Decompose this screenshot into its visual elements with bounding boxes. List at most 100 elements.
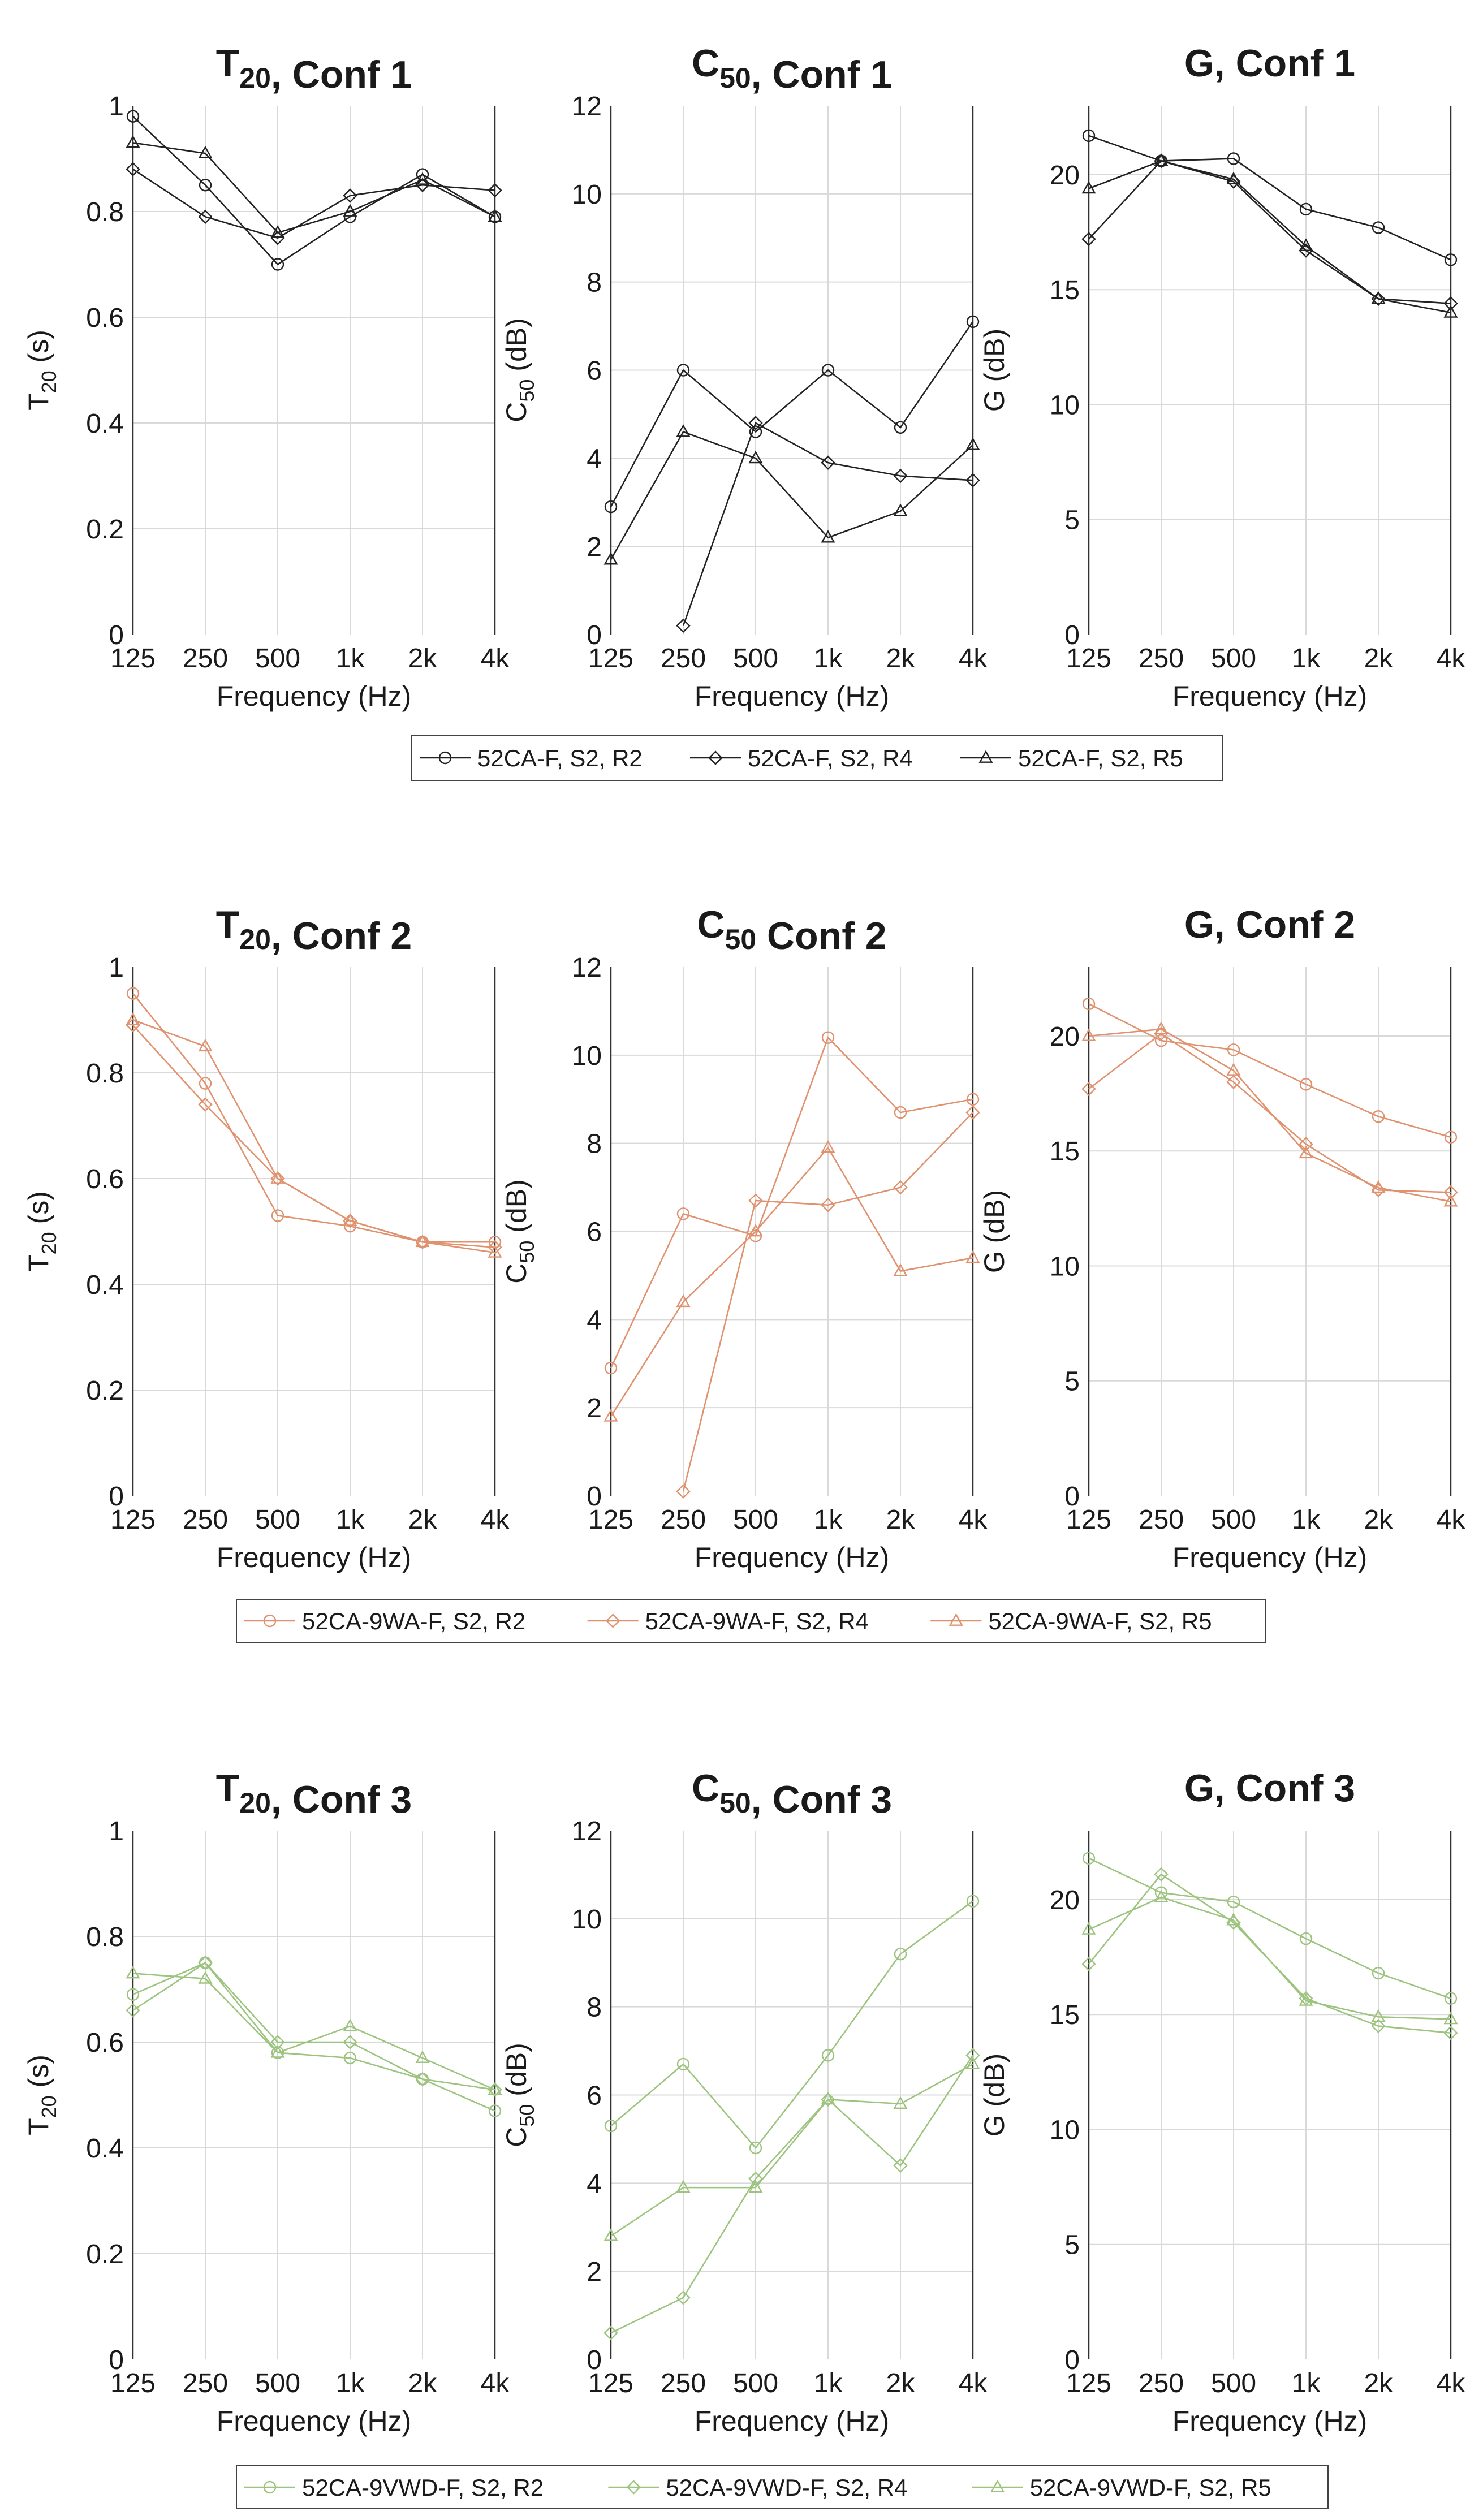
data-point xyxy=(126,1012,140,1025)
y-tick-label: 4 xyxy=(587,1305,602,1335)
data-point xyxy=(1081,1028,1096,1041)
y-tick-label: 0.6 xyxy=(86,303,124,333)
series-line xyxy=(132,1962,495,2112)
series-3 xyxy=(1081,153,1458,318)
legend-marker xyxy=(438,751,452,765)
data-point xyxy=(488,209,502,222)
chart-title: C50, Conf 3 xyxy=(692,1767,892,1821)
series-line xyxy=(132,169,495,239)
y-tick-label: 6 xyxy=(587,356,602,386)
y-tick-label: 0 xyxy=(1064,1482,1080,1512)
data-point xyxy=(198,1097,213,1112)
series-3 xyxy=(603,424,980,565)
data-point xyxy=(821,1198,835,1212)
legend-marker xyxy=(263,1614,277,1628)
data-point xyxy=(1081,1957,1096,1971)
data-point xyxy=(1154,1867,1169,1882)
data-point xyxy=(126,1018,140,1033)
y-tick-label: 4 xyxy=(587,444,602,474)
x-tick-label: 250 xyxy=(183,2368,228,2398)
data-point xyxy=(126,162,140,176)
data-point xyxy=(1299,1078,1313,1091)
chart-2: 0 2 4 6 8 10 12 125 250 500 1k 2k 4k Frequency (Hz) C5… xyxy=(501,42,988,712)
series-3 xyxy=(603,1140,980,1422)
x-tick-label: 500 xyxy=(733,1505,778,1535)
y-tick-label: 0 xyxy=(587,2345,602,2375)
data-point xyxy=(1443,1185,1458,1200)
data-point xyxy=(488,183,502,198)
data-point xyxy=(748,2171,763,2186)
data-point xyxy=(676,2290,691,2305)
y-tick-label: 15 xyxy=(1050,1137,1080,1167)
data-point xyxy=(603,2228,618,2241)
y-tick-label: 15 xyxy=(1050,2000,1080,2030)
x-tick-label: 250 xyxy=(1139,2368,1184,2398)
y-tick-label: 5 xyxy=(1064,2230,1080,2260)
series-1 xyxy=(604,315,980,514)
data-point xyxy=(1371,291,1386,307)
y-tick-label: 12 xyxy=(572,1816,602,1846)
data-point xyxy=(1443,2026,1458,2040)
data-point xyxy=(1443,296,1458,311)
x-axis-label: Frequency (Hz) xyxy=(1172,1542,1368,1573)
x-axis-label: Frequency (Hz) xyxy=(217,2405,412,2437)
data-point xyxy=(270,2045,285,2058)
series-2 xyxy=(126,162,502,245)
chart-5: 0 2 4 6 8 10 12 125 250 500 1k 2k 4k Frequency (Hz) C5… xyxy=(501,903,988,1573)
x-tick-label: 2k xyxy=(1364,2368,1394,2398)
series-line xyxy=(132,115,495,266)
x-tick-label: 1k xyxy=(336,2368,365,2398)
x-axis-label: Frequency (Hz) xyxy=(1172,2405,1368,2437)
data-point xyxy=(893,1180,908,1195)
x-tick-label: 2k xyxy=(886,1505,916,1535)
x-tick-label: 2k xyxy=(408,644,438,674)
chart-title: G, Conf 2 xyxy=(1184,903,1355,946)
x-axis-label: Frequency (Hz) xyxy=(695,2405,890,2437)
data-point xyxy=(1299,1145,1313,1159)
x-tick-label: 500 xyxy=(1211,2368,1256,2398)
y-tick-label: 0.8 xyxy=(86,1059,124,1089)
series-line xyxy=(610,430,973,560)
x-tick-label: 2k xyxy=(886,2368,916,2398)
y-tick-label: 2 xyxy=(587,2257,602,2287)
series-line xyxy=(1088,1857,1451,1999)
data-point xyxy=(198,145,213,159)
data-point xyxy=(1226,171,1241,184)
data-point xyxy=(1154,1034,1168,1047)
data-point xyxy=(894,421,907,434)
series-line xyxy=(132,142,495,234)
data-point xyxy=(1444,253,1458,266)
x-tick-label: 2k xyxy=(1364,1505,1394,1535)
data-point xyxy=(1082,129,1096,143)
y-axis-label: C50 (dB) xyxy=(501,2043,538,2147)
data-point xyxy=(1299,1932,1313,1945)
data-point xyxy=(1081,1081,1096,1097)
y-tick-label: 8 xyxy=(587,1993,602,2023)
y-tick-label: 20 xyxy=(1050,1885,1080,1915)
data-point xyxy=(749,425,762,438)
y-tick-label: 0 xyxy=(109,1482,124,1512)
data-point xyxy=(1226,1063,1241,1076)
x-tick-label: 1k xyxy=(814,644,843,674)
data-point xyxy=(488,1245,502,1258)
data-point xyxy=(198,209,213,225)
y-tick-label: 10 xyxy=(572,1905,602,1935)
y-tick-label: 10 xyxy=(572,180,602,210)
x-tick-label: 125 xyxy=(110,2368,156,2398)
series-3 xyxy=(1081,1889,1458,2025)
data-point xyxy=(965,1250,980,1263)
y-tick-label: 20 xyxy=(1050,161,1080,191)
data-point xyxy=(198,1956,213,1970)
data-point xyxy=(1154,1021,1169,1034)
data-point xyxy=(603,552,618,565)
data-point xyxy=(270,225,285,238)
data-point xyxy=(893,2096,908,2109)
legend-entry: 52CA-9WA-F, S2, R4 xyxy=(645,1608,869,1634)
data-point xyxy=(126,135,140,148)
data-point xyxy=(1082,997,1096,1011)
chart-9: 0 5 10 15 20 125 250 500 1k 2k 4k Frequency (Hz) G (… xyxy=(978,1767,1465,2437)
x-tick-label: 2k xyxy=(886,644,916,674)
data-point xyxy=(893,1263,908,1276)
data-point xyxy=(966,315,980,328)
data-point xyxy=(1081,180,1096,194)
